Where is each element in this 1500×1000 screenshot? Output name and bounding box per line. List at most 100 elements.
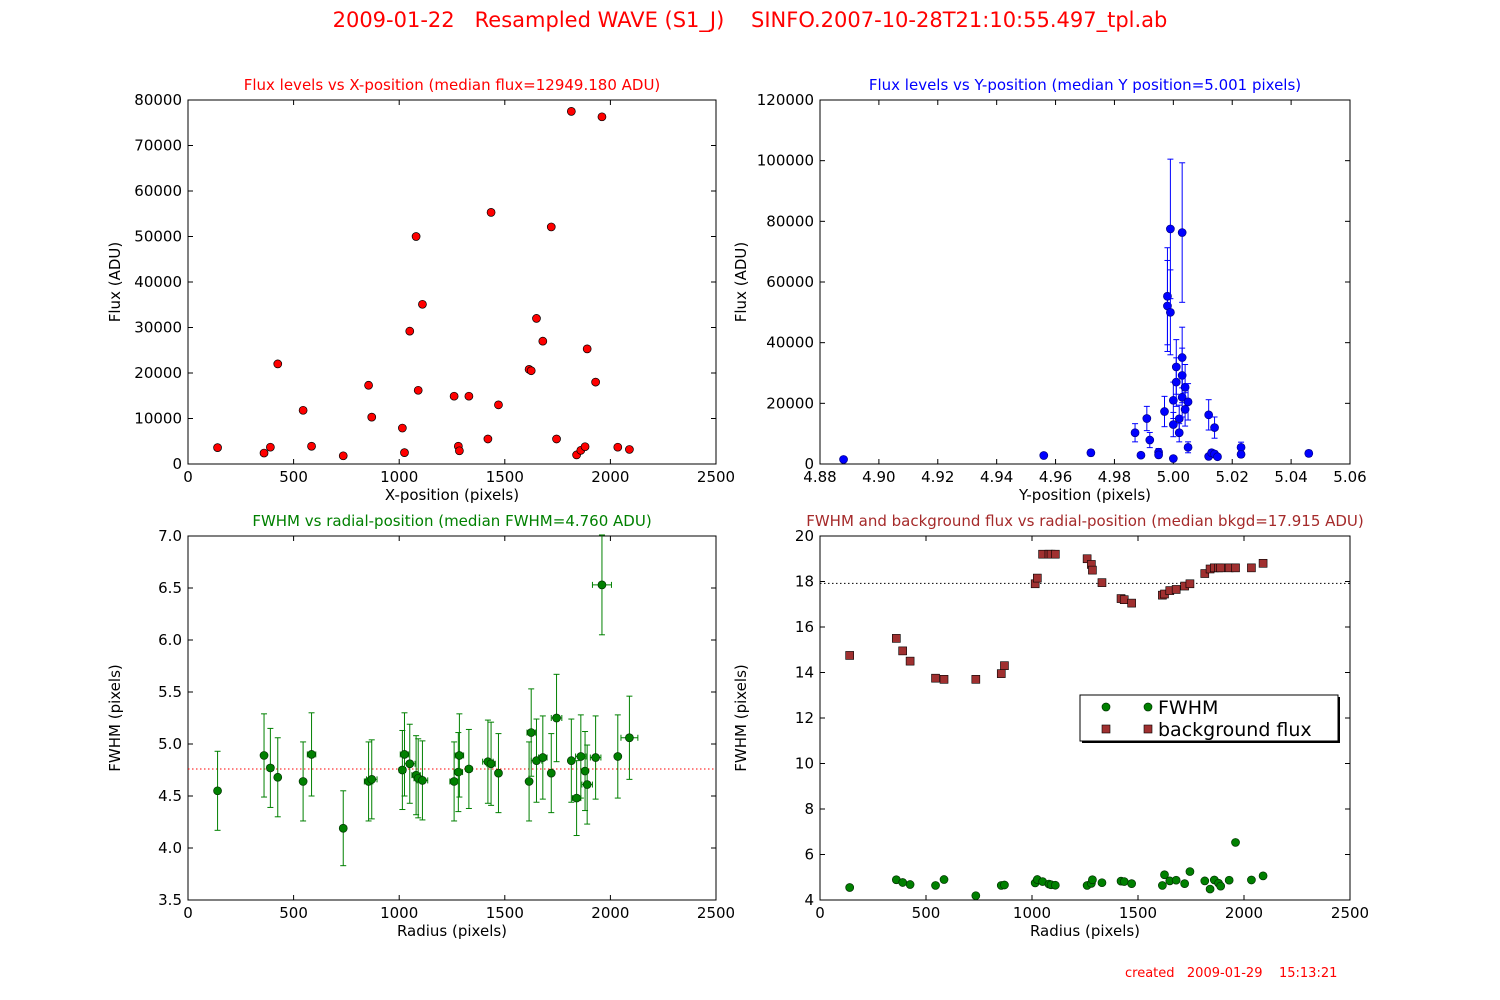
data-point: [307, 750, 316, 759]
y-tick-label: 20: [795, 527, 814, 545]
data-point: [1304, 449, 1314, 458]
y-axis-label: Flux (ADU): [106, 242, 124, 322]
x-tick-label: 2500: [1331, 904, 1369, 922]
y-tick-label: 60000: [134, 182, 182, 200]
data-point: [455, 446, 464, 456]
data-point: [398, 423, 407, 433]
data-point: [1180, 879, 1189, 888]
legend-marker: [1143, 724, 1153, 734]
plot-frame: [819, 99, 1351, 465]
data-point: [580, 766, 590, 776]
data-point: [591, 377, 600, 387]
data-point: [298, 777, 308, 786]
data-point: [898, 646, 907, 656]
legend-box: [1079, 694, 1339, 742]
data-point: [1160, 407, 1169, 416]
data-point: [413, 385, 423, 395]
data-point: [1247, 563, 1256, 573]
data-point: [266, 442, 275, 452]
data-point: [494, 768, 503, 778]
data-point: [892, 634, 901, 643]
data-point: [449, 391, 459, 401]
data-point: [1231, 838, 1240, 847]
data-point: [597, 112, 607, 122]
y-tick-label: 6.0: [158, 631, 182, 649]
data-point: [1142, 414, 1152, 423]
data-point: [1213, 452, 1222, 462]
data-point: [1158, 881, 1167, 890]
data-point: [411, 232, 421, 241]
data-point: [486, 759, 496, 769]
data-point: [453, 767, 463, 777]
created-timestamp: created 2009-01-29 15:13:21: [1125, 966, 1338, 981]
chart-panel-3: FWHM vs radial-position (median FWHM=4.7…: [106, 512, 735, 940]
data-point: [1171, 362, 1181, 372]
series-1: [213, 107, 634, 461]
data-point: [273, 359, 283, 369]
y-tick-label: 0: [804, 455, 814, 473]
x-axis-label: Radius (pixels): [397, 922, 507, 940]
data-point: [1136, 450, 1146, 460]
x-tick-label: 5.00: [1157, 468, 1190, 486]
data-point: [582, 344, 592, 354]
x-tick-label: 5.02: [1216, 468, 1249, 486]
y-tick-label: 8: [804, 800, 814, 818]
data-point: [971, 675, 981, 684]
chart-panel-2: Flux levels vs Y-position (median Y posi…: [732, 76, 1367, 504]
y-tick-label: 10000: [134, 410, 182, 428]
y-tick-label: 80000: [134, 91, 182, 109]
data-point: [1204, 410, 1214, 420]
y-tick-label: 50000: [134, 228, 182, 246]
y-axis-label: Flux (ADU): [732, 242, 750, 322]
legend-marker: [1143, 702, 1153, 712]
x-tick-label: 0: [183, 904, 193, 922]
data-point: [1166, 307, 1175, 317]
data-point: [1168, 454, 1178, 463]
data-point: [464, 764, 474, 774]
data-point: [1171, 875, 1181, 885]
y-tick-label: 0: [172, 455, 182, 473]
data-point: [298, 405, 308, 415]
data-point: [1180, 405, 1190, 414]
data-point: [1127, 879, 1136, 888]
x-tick-label: 1000: [1013, 904, 1051, 922]
y-axis-label: FWHM (pixels): [732, 664, 750, 771]
chart-title: FWHM and background flux vs radial-posit…: [806, 512, 1364, 530]
data-point: [1168, 395, 1178, 405]
data-point: [1154, 450, 1163, 460]
data-point: [931, 881, 940, 890]
series-1: [213, 534, 639, 867]
y-tick-label: 40000: [766, 334, 814, 352]
data-point: [580, 442, 590, 452]
data-point: [1166, 224, 1175, 234]
data-point: [898, 878, 908, 887]
y-tick-label: 4.0: [158, 839, 182, 857]
series-1: [839, 158, 1314, 464]
plot-frame: [187, 535, 717, 901]
y-tick-label: 120000: [757, 91, 814, 109]
data-point: [1205, 884, 1215, 894]
x-tick-label: 4.92: [921, 468, 954, 486]
data-point: [1145, 435, 1155, 445]
data-point: [1185, 867, 1195, 876]
data-point: [532, 314, 541, 323]
data-point: [405, 326, 415, 336]
data-point: [613, 442, 623, 452]
data-point: [266, 763, 275, 773]
data-point: [1051, 549, 1060, 559]
y-tick-label: 10: [795, 755, 814, 773]
data-point: [939, 675, 949, 684]
data-point: [845, 883, 855, 892]
data-point: [526, 366, 536, 376]
x-tick-label: 2000: [1225, 904, 1263, 922]
y-tick-label: 5.5: [158, 683, 182, 701]
data-point: [1200, 876, 1210, 886]
y-tick-label: 4: [804, 891, 814, 909]
data-point: [591, 753, 600, 762]
x-tick-label: 0: [815, 904, 825, 922]
data-point: [1258, 871, 1268, 881]
data-point: [905, 880, 915, 889]
y-tick-label: 16: [795, 618, 814, 636]
data-point: [538, 753, 548, 762]
data-point: [1086, 448, 1096, 458]
